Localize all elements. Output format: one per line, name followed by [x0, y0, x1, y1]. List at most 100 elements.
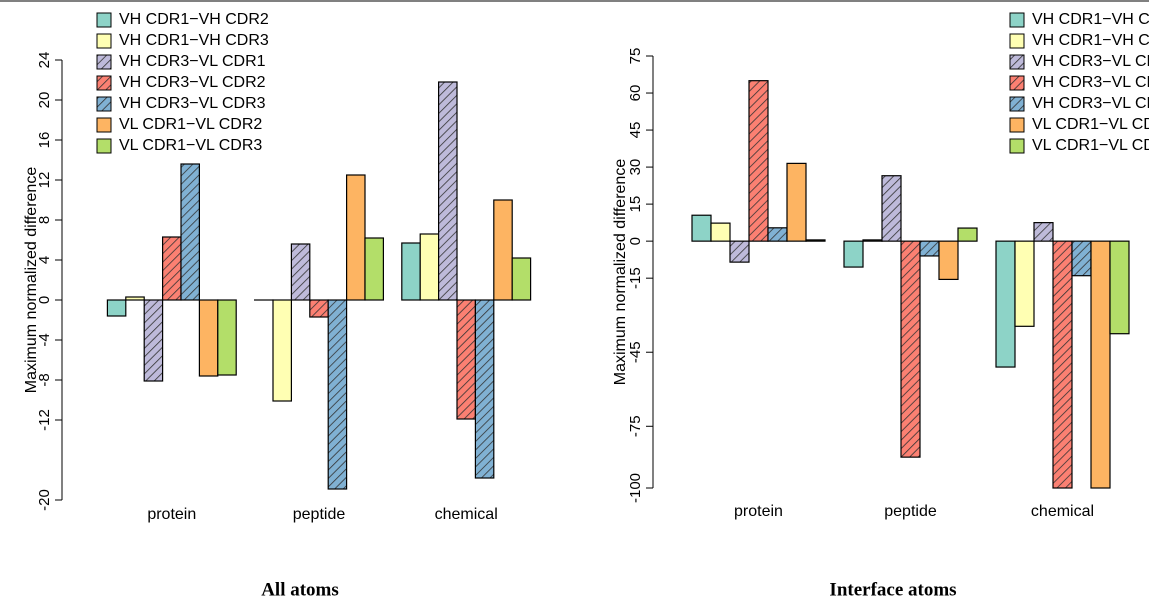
bar: [401, 242, 421, 301]
bar: [957, 227, 978, 242]
legend-swatch: [96, 117, 112, 133]
legend-label: VH CDR3−VL CDR2: [1032, 74, 1149, 91]
y-tick-label: 15: [627, 196, 644, 213]
bar: [456, 299, 476, 420]
legend-swatch: [96, 12, 112, 28]
legend-swatch: [96, 54, 112, 70]
x-category-label: peptide: [293, 506, 346, 523]
bar: [290, 243, 311, 301]
bar: [162, 236, 182, 301]
legend-swatch: [1009, 12, 1025, 28]
y-tick-label: 20: [36, 92, 53, 109]
y-tick-label: 75: [627, 48, 644, 65]
legend-label: VH CDR1−VH CDR2: [119, 11, 269, 28]
legend-label: VL CDR1−VL CDR2: [1032, 116, 1149, 133]
bar: [881, 175, 902, 242]
y-tick-label: 60: [627, 85, 644, 102]
bar: [272, 299, 292, 402]
y-tick-label: 8: [36, 216, 53, 224]
legend-swatch: [1009, 33, 1025, 49]
bar: [843, 240, 864, 268]
legend-label: VH CDR3−VL CDR3: [119, 95, 266, 112]
bar: [106, 299, 127, 317]
bar: [1052, 240, 1073, 489]
y-tick-label: 12: [36, 172, 53, 189]
legend-swatch: [96, 96, 112, 112]
bar: [1014, 240, 1035, 327]
legend-swatch: [1009, 54, 1025, 70]
bar: [364, 237, 384, 301]
bar: [493, 199, 513, 301]
y-tick-label: 0: [36, 296, 53, 304]
bar: [346, 174, 366, 301]
legend-label: VH CDR3−VL CDR1: [119, 53, 266, 70]
x-category-label: protein: [734, 503, 783, 520]
legend-swatch: [1009, 138, 1025, 154]
y-tick-label: -75: [627, 415, 644, 437]
y-axis-label: Maximum normalized difference: [612, 159, 629, 386]
y-tick-label: -12: [36, 409, 53, 431]
bar: [710, 222, 731, 242]
legend-swatch: [1009, 96, 1025, 112]
legend-label: VH CDR3−VL CDR1: [1032, 53, 1149, 70]
y-tick-label: 4: [36, 256, 53, 264]
bar: [143, 299, 164, 382]
legend-swatch: [1009, 75, 1025, 91]
legend-swatch: [96, 33, 112, 49]
bar: [511, 257, 532, 301]
y-tick-label: 24: [36, 52, 53, 69]
bar: [125, 296, 145, 301]
y-tick-label: -100: [627, 473, 644, 503]
bar: [1090, 240, 1111, 489]
legend-swatch: [1009, 117, 1025, 133]
bar: [309, 299, 329, 318]
y-axis-label: Maximum normalized difference: [23, 167, 40, 394]
bar: [180, 163, 200, 301]
bar: [217, 299, 237, 376]
bar: [805, 239, 826, 242]
y-tick-label: -45: [627, 341, 644, 363]
y-tick-label: -4: [36, 333, 53, 346]
bar: [419, 233, 440, 301]
bar: [691, 214, 712, 242]
legend-label: VH CDR3−VL CDR2: [119, 74, 266, 91]
legend-label: VH CDR3−VL CDR3: [1032, 95, 1149, 112]
y-tick-label: -15: [627, 267, 644, 289]
y-tick-label: 45: [627, 122, 644, 139]
bar: [1109, 240, 1130, 335]
bar: [938, 240, 959, 281]
legend-swatch: [96, 75, 112, 91]
bar: [198, 299, 219, 377]
legend-swatch: [96, 138, 112, 154]
bar: [900, 240, 921, 458]
y-tick-label: 16: [36, 132, 53, 149]
legend-label: VH CDR1−VH CDR3: [1032, 32, 1149, 49]
y-tick-label: 0: [627, 237, 644, 245]
x-category-label: chemical: [435, 506, 498, 523]
y-tick-label: -8: [36, 373, 53, 386]
chart-title: All atoms: [261, 579, 339, 600]
legend-label: VL CDR1−VL CDR3: [1032, 137, 1149, 154]
y-tick-label: -20: [36, 489, 53, 511]
bar: [786, 162, 807, 242]
bar: [438, 81, 458, 301]
legend-label: VH CDR1−VH CDR2: [1032, 11, 1149, 28]
bar: [748, 80, 769, 242]
x-category-label: protein: [147, 506, 196, 523]
bar: [919, 240, 940, 257]
legend-label: VH CDR1−VH CDR3: [119, 32, 269, 49]
bar: [862, 239, 883, 242]
bar: [767, 227, 788, 242]
chart-title: Interface atoms: [829, 579, 956, 600]
legend-label: VL CDR1−VL CDR2: [119, 116, 262, 133]
y-tick-label: 30: [627, 159, 644, 176]
x-category-label: chemical: [1031, 503, 1094, 520]
legend-label: VL CDR1−VL CDR3: [119, 137, 262, 154]
bar: [1033, 222, 1054, 242]
bar: [327, 299, 348, 490]
bar: [729, 240, 750, 263]
x-category-label: peptide: [884, 503, 937, 520]
bar: [474, 299, 495, 479]
bar: [995, 240, 1016, 368]
